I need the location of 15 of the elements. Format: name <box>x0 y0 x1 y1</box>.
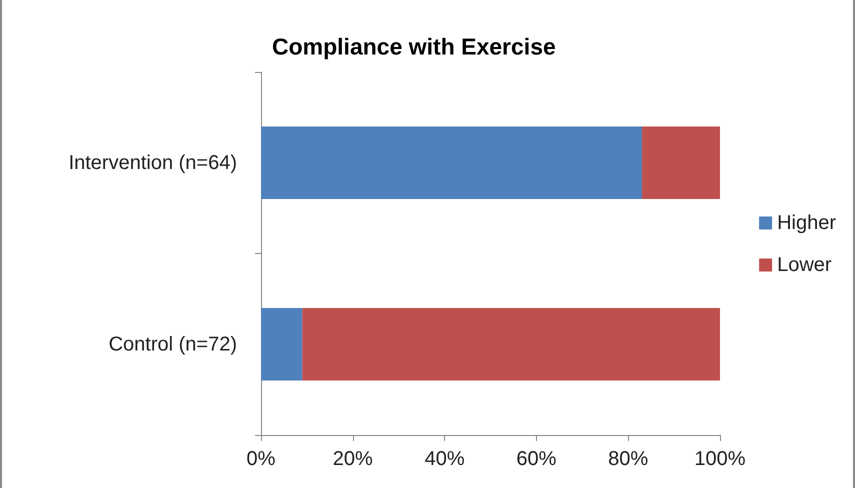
x-tick-label: 60% <box>516 448 557 470</box>
bar <box>261 126 642 200</box>
x-tick-label: 80% <box>608 448 648 470</box>
y-tick-label: Intervention (n=64) <box>68 152 237 174</box>
bar <box>642 126 720 200</box>
x-tick-label: 0% <box>246 448 276 470</box>
x-tick-label: 100% <box>694 448 746 470</box>
chart-title: Compliance with Exercise <box>272 34 556 60</box>
bar <box>302 308 720 381</box>
legend-label: Higher <box>777 212 836 234</box>
bar <box>261 308 302 381</box>
legend-label: Lower <box>777 254 832 276</box>
y-tick-label: Control (n=72) <box>108 333 237 356</box>
x-tick-label: 40% <box>424 448 465 470</box>
x-tick-label: 20% <box>332 448 374 470</box>
